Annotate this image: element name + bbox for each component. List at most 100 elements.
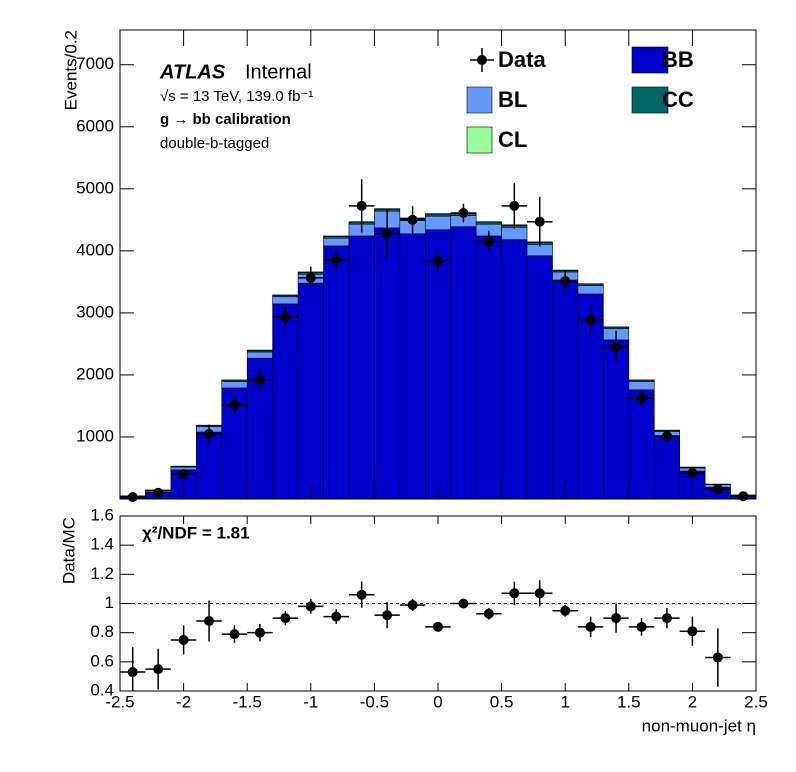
hist-bar: [552, 279, 579, 500]
ratio-y-axis-label: Data/MC: [59, 517, 78, 584]
data-point: [407, 214, 418, 225]
hist-bar: [424, 215, 452, 231]
hist-bar: [653, 435, 680, 500]
x-tick-label: 0: [433, 692, 442, 711]
x-tick-label: 1: [560, 692, 569, 711]
data-point: [127, 492, 138, 503]
ratio-point: [433, 621, 443, 632]
data-point: [153, 487, 164, 498]
ratio-point: [611, 613, 622, 624]
calibration-label: g → bb calibration: [160, 111, 291, 128]
x-tick-label: 1.5: [617, 692, 641, 711]
x-tick-label: 2: [688, 692, 697, 711]
ratio-point: [305, 601, 316, 612]
legend-label: CC: [662, 87, 694, 112]
ratio-point: [204, 616, 215, 626]
ratio-point: [229, 629, 240, 640]
x-axis-label: non-muon-jet η: [642, 716, 756, 735]
ratio-point: [509, 588, 520, 599]
data-point: [331, 254, 342, 265]
hist-bar: [246, 351, 273, 359]
plot-frame: [119, 29, 757, 500]
x-tick-label: -0.5: [360, 692, 389, 711]
data-point: [636, 392, 647, 403]
hist-bar: [501, 239, 528, 500]
y-tick-label: 7000: [76, 54, 114, 73]
hist-bar: [628, 381, 655, 391]
hist-bar: [577, 285, 604, 295]
y-tick-label: 0.8: [90, 622, 114, 641]
ratio-point: [636, 621, 647, 632]
y-tick-label: 3000: [76, 302, 114, 321]
ratio-point: [254, 627, 265, 638]
hist-bar: [475, 235, 502, 500]
y-tick-label: 1000: [76, 426, 114, 445]
hist-bar: [272, 296, 299, 305]
ratio-point: [127, 667, 138, 678]
ratio-point: [687, 626, 698, 637]
legend-swatch: [631, 86, 669, 114]
data-point: [661, 431, 672, 442]
data-point: [204, 428, 215, 439]
legend-swatch: [631, 46, 669, 74]
data-point: [611, 342, 622, 353]
legend-label: Data: [498, 47, 546, 72]
data-point: [509, 200, 520, 211]
data-point: [280, 311, 291, 322]
atlas-label: ATLAS: [159, 61, 226, 83]
ratio-point: [534, 588, 545, 599]
y-tick-label: 1.2: [90, 564, 114, 583]
y-tick-label: 1: [105, 593, 114, 612]
hist-bar: [526, 255, 553, 500]
ratio-point: [153, 664, 164, 675]
hist-bar: [221, 381, 248, 389]
hist-bar: [374, 227, 401, 500]
ratio-point: [661, 613, 672, 624]
ratio-point: [585, 621, 596, 632]
hist-bar: [603, 339, 630, 500]
x-tick-label: -1: [303, 692, 318, 711]
y-tick-label: 2000: [76, 364, 114, 383]
data-point: [687, 467, 698, 478]
hist-bar: [399, 233, 426, 500]
hist-bar: [501, 226, 528, 240]
data-point: [433, 255, 443, 266]
data-point: [712, 484, 723, 495]
y-axis-label: Events/0.2: [61, 30, 80, 110]
hist-bar: [348, 235, 375, 500]
legend-label: CL: [498, 127, 527, 152]
data-point: [585, 314, 596, 325]
x-tick-label: -2.5: [105, 692, 134, 711]
y-tick-label: 6000: [76, 116, 114, 135]
ratio-point: [407, 599, 418, 610]
y-tick-label: 1.4: [90, 535, 114, 554]
data-point: [483, 236, 494, 247]
y-tick-label: 5000: [76, 178, 114, 197]
hist-bar: [272, 303, 299, 500]
chi2-label: χ²/NDF = 1.81: [142, 523, 250, 542]
ratio-point: [280, 613, 291, 624]
data-point: [560, 275, 571, 286]
data-point: [254, 374, 265, 385]
legend-marker: [477, 55, 487, 65]
ratio-point: [178, 634, 189, 645]
x-tick-label: -2: [176, 692, 191, 711]
ratio-point: [560, 605, 571, 616]
legend-swatch: [466, 126, 493, 154]
internal-label: Internal: [245, 61, 312, 83]
data-point: [534, 216, 545, 227]
data-point: [356, 200, 367, 211]
ratio-point: [356, 589, 367, 600]
hist-bar: [297, 282, 324, 500]
hist-bar: [628, 389, 655, 500]
ratio-point: [458, 598, 469, 609]
y-tick-label: 0.6: [90, 651, 114, 670]
data-point: [458, 208, 469, 219]
data-point: [229, 399, 240, 410]
hist-bar: [323, 245, 350, 500]
tag-label: double-b-tagged: [160, 135, 269, 152]
ratio-point: [331, 611, 342, 622]
y-tick-label: 4000: [76, 240, 114, 259]
legend-swatch: [466, 86, 493, 114]
